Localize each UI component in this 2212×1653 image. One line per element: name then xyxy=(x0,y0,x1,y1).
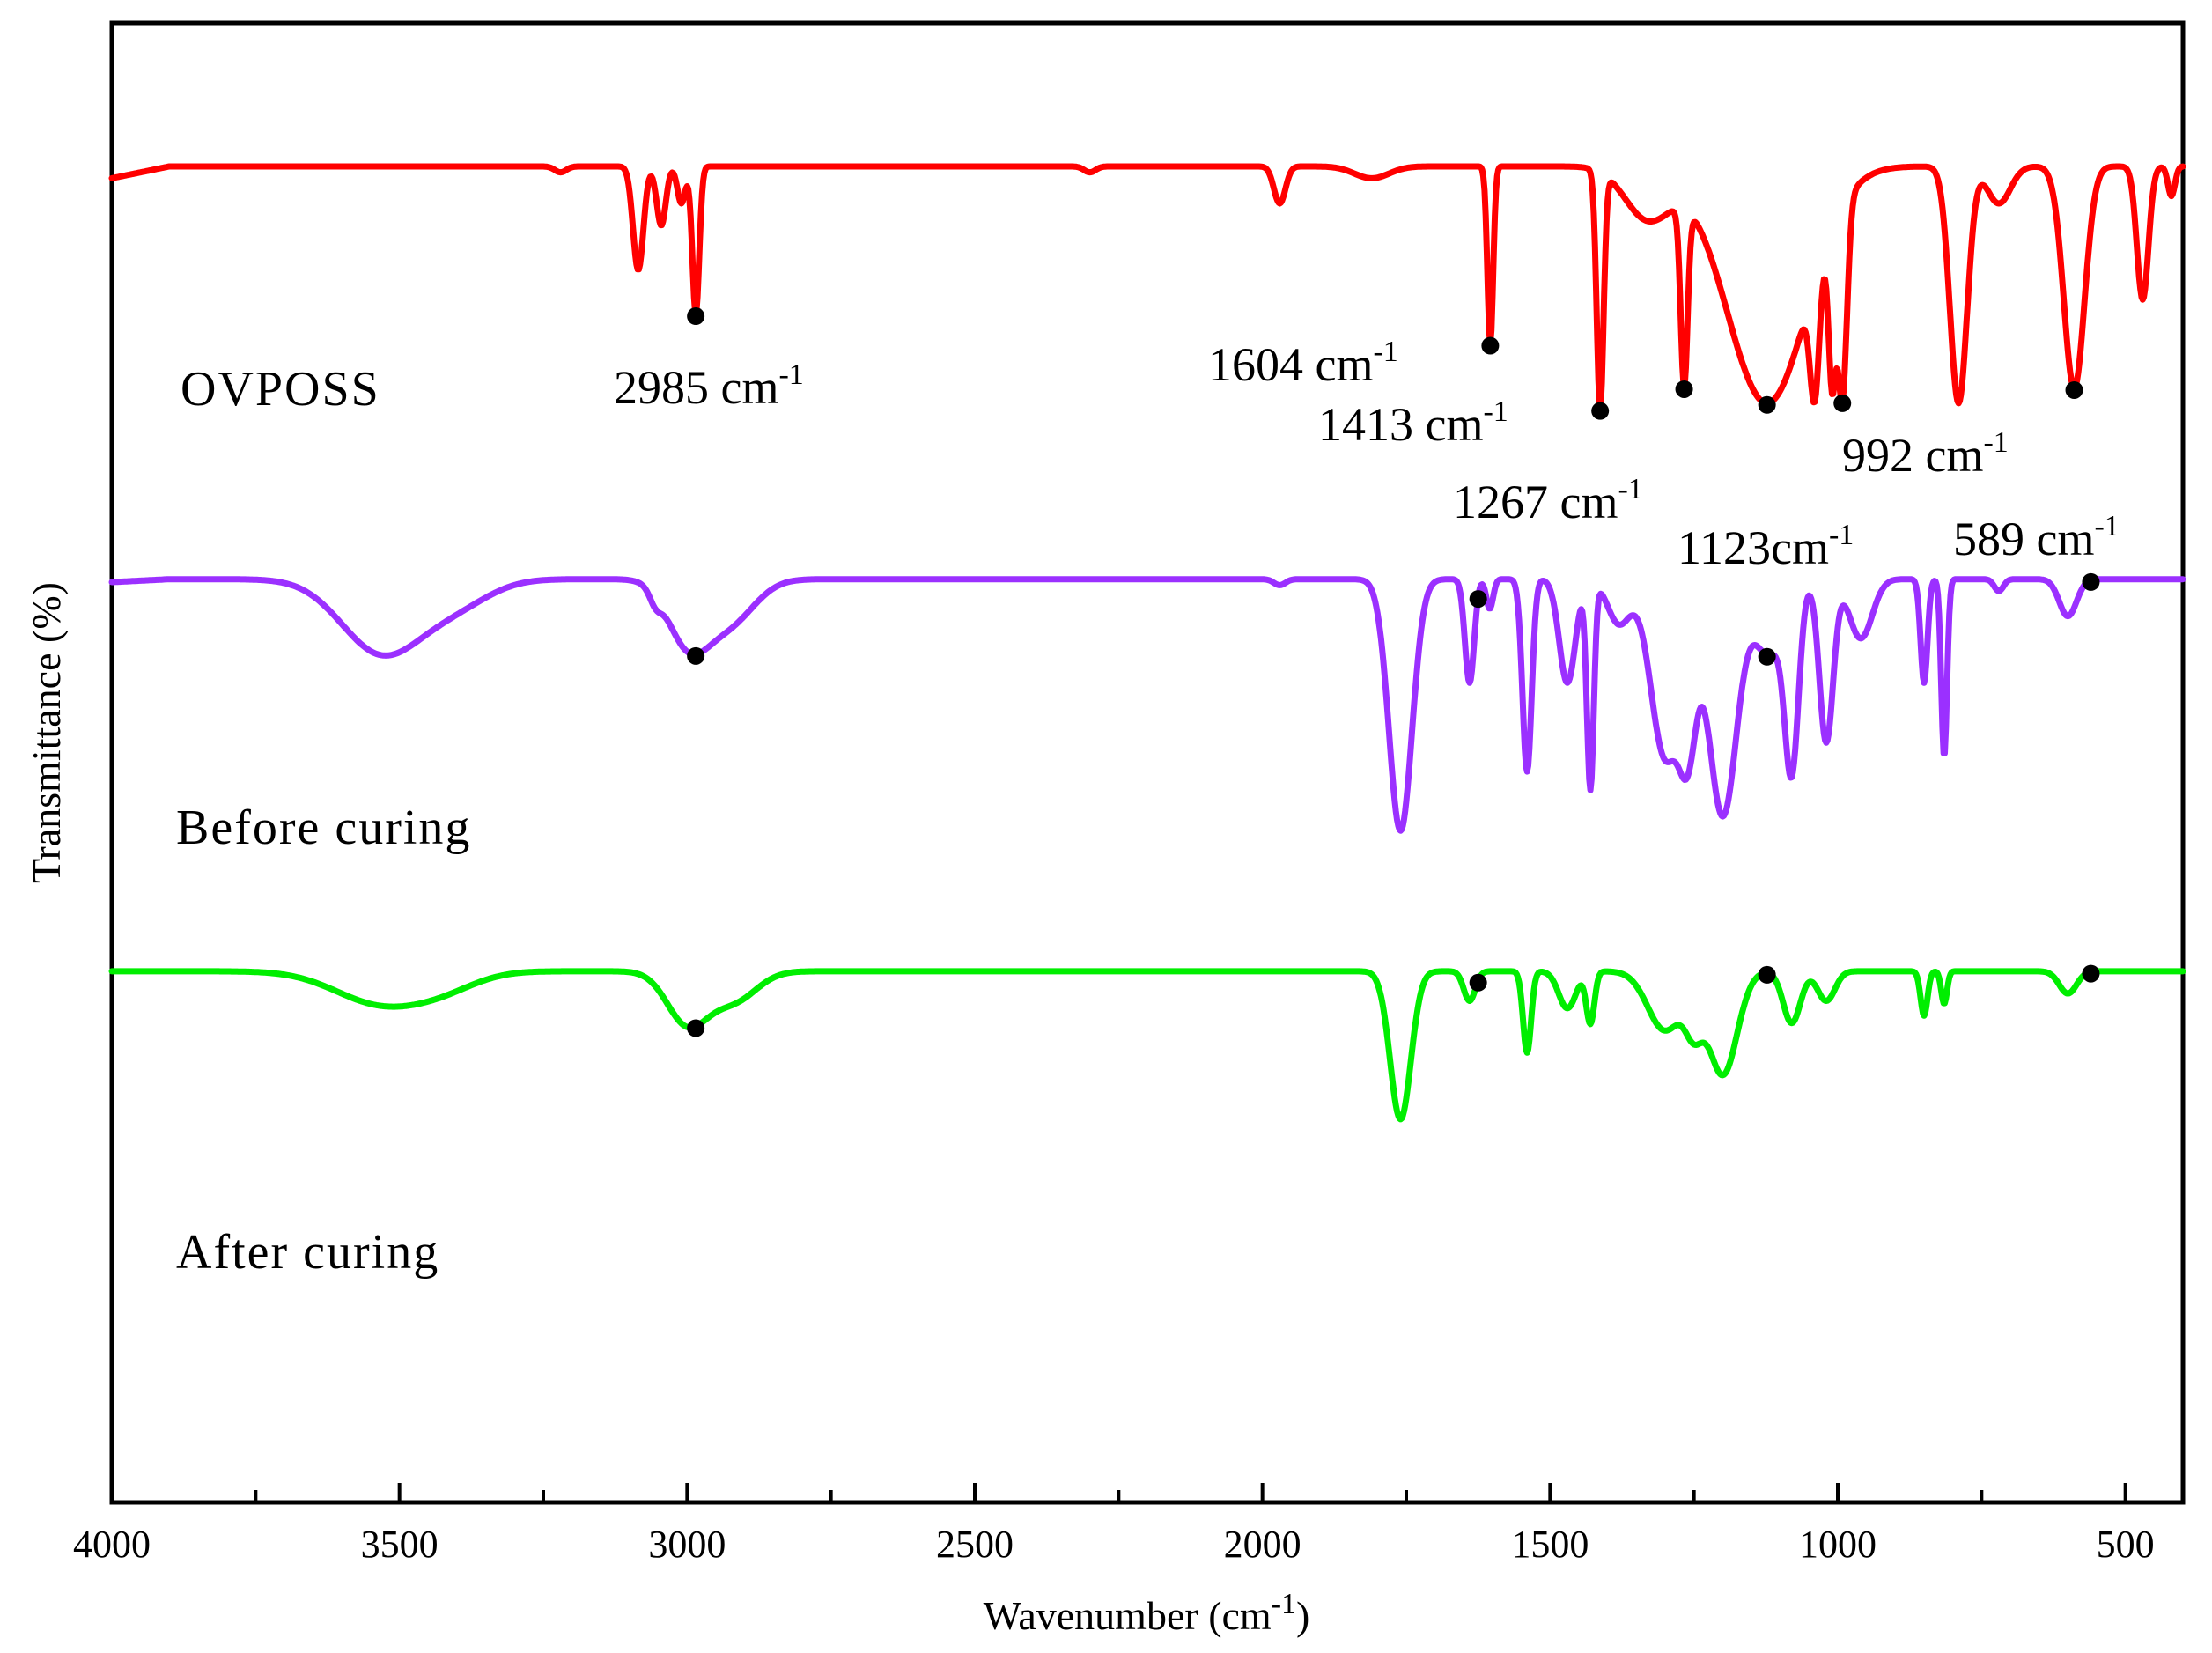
peak-marker xyxy=(1833,394,1852,412)
peak-annotation: 1604 cm-1 xyxy=(1208,336,1398,391)
peak-annotation: 589 cm-1 xyxy=(1953,510,2120,565)
x-tick-label: 500 xyxy=(2097,1523,2155,1566)
peak-annotation: 992 cm-1 xyxy=(1842,426,2009,482)
x-tick-label: 2000 xyxy=(1224,1523,1301,1566)
plot-frame xyxy=(109,20,2186,1505)
peak-marker xyxy=(1481,336,1500,355)
peak-marker xyxy=(2065,380,2083,399)
peak-marker xyxy=(1469,973,1487,992)
peak-marker xyxy=(687,1019,705,1037)
x-axis-title: Wavenumber (cm-1) xyxy=(984,1588,1310,1638)
x-tick-label: 1500 xyxy=(1511,1523,1589,1566)
x-tick-label: 3000 xyxy=(648,1523,726,1566)
peak-annotation: 1413 cm-1 xyxy=(1318,395,1508,451)
series-line-after-curing xyxy=(108,968,2186,1123)
peak-marker xyxy=(687,646,705,665)
peak-marker xyxy=(1675,380,1693,398)
x-tick-label: 4000 xyxy=(73,1523,151,1566)
peak-marker xyxy=(687,307,705,326)
series-label-after-curing: After curing xyxy=(176,1225,439,1280)
series-label-before-curing: Before curing xyxy=(176,801,471,855)
peak-annotation: 1123cm-1 xyxy=(1677,519,1854,574)
peak-marker xyxy=(1758,647,1776,666)
peak-markers xyxy=(687,307,2100,1037)
x-tick-label: 1000 xyxy=(1799,1523,1877,1566)
peak-marker xyxy=(1758,965,1776,984)
peak-marker xyxy=(1469,590,1487,609)
series-line-before-curing xyxy=(108,576,2186,834)
peak-annotation: 2985 cm-1 xyxy=(614,358,804,414)
x-tick-label: 2500 xyxy=(936,1523,1014,1566)
series-label-ovposs: OVPOSS xyxy=(181,362,380,417)
peak-annotation: 1267 cm-1 xyxy=(1453,473,1643,528)
x-tick-label: 3500 xyxy=(361,1523,439,1566)
y-axis-title: Transmittance (%) xyxy=(24,582,69,883)
x-axis-ticks xyxy=(110,1483,2127,1502)
series-line-ovposs xyxy=(108,163,2186,410)
peak-marker xyxy=(1591,402,1610,420)
peak-marker xyxy=(2082,572,2100,591)
peak-marker xyxy=(2082,964,2100,983)
peak-marker xyxy=(1758,395,1776,414)
